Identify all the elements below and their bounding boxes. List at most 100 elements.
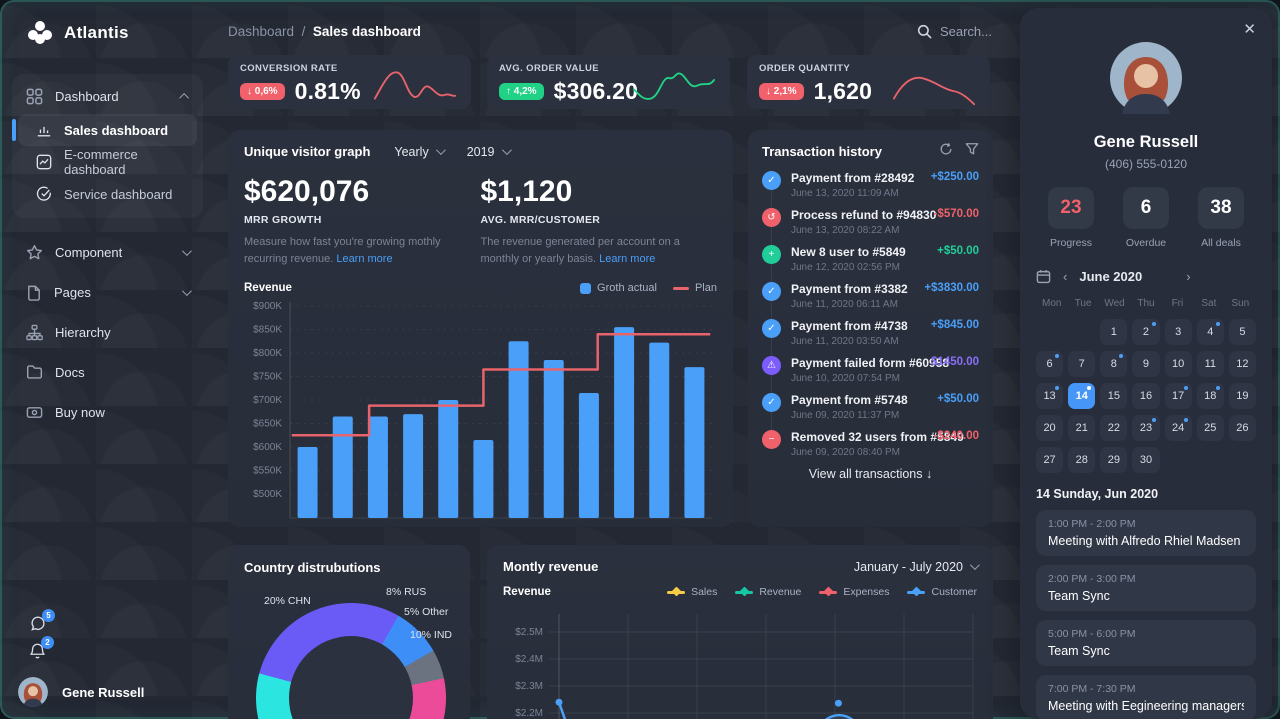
sidebar-item-service-dashboard[interactable]: Service dashboard [12,178,203,210]
current-user[interactable]: Gene Russell [0,669,215,719]
calendar-day-25[interactable]: 25 [1196,415,1224,441]
schedule-event[interactable]: 2:00 PM - 3:00 PM Team Sync [1036,565,1256,611]
bar-Jul[interactable] [508,341,529,519]
calendar-day-16[interactable]: 16 [1132,383,1160,409]
chevron-down-icon [181,285,192,296]
bar-Dec[interactable] [684,367,705,519]
calendar-day-8[interactable]: 8 [1100,351,1128,377]
line-chart-icon [36,154,52,170]
schedule-event[interactable]: 5:00 PM - 6:00 PM Team Sync [1036,620,1256,666]
calendar-day-11[interactable]: 11 [1196,351,1224,377]
calendar-day-14[interactable]: 14 [1068,383,1096,409]
transaction-date: June 12, 2020 02:56 PM [791,262,900,273]
bar-Nov[interactable] [649,342,670,519]
calendar-day-26[interactable]: 26 [1228,415,1256,441]
calendar-day-23[interactable]: 23 [1132,415,1160,441]
sidebar-item-label: E-commerce dashboard [64,147,138,177]
calendar-day-15[interactable]: 15 [1100,383,1128,409]
bar-May[interactable] [438,400,459,519]
transaction-row[interactable]: ⚠ Payment failed form #60958 June 10, 2020… [762,356,979,384]
transaction-title: Payment from #3382 [791,282,908,296]
calendar-day-9[interactable]: 9 [1132,351,1160,377]
sidebar-item-pages[interactable]: Pages [0,272,215,312]
calendar-day-27[interactable]: 27 [1036,447,1064,473]
calendar-day-19[interactable]: 19 [1228,383,1256,409]
sidebar-item-hierarchy[interactable]: Hierarchy [0,312,215,352]
schedule-event[interactable]: 7:00 PM - 7:30 PM Meeting with Eegineerin… [1036,675,1256,719]
calendar-day-3[interactable]: 3 [1164,319,1192,345]
filter-icon[interactable] [965,142,979,161]
kpi-value: 0.81% [294,78,361,104]
calendar-day-7[interactable]: 7 [1068,351,1096,377]
refresh-icon[interactable] [939,142,953,161]
bar-Aug[interactable] [543,360,564,519]
monthly-period-dropdown[interactable]: January - July 2020 [854,560,980,574]
logo[interactable]: Atlantis [0,0,215,46]
chat-button[interactable]: 5 [29,609,55,633]
sidebar-item-component[interactable]: Component [0,232,215,272]
sidebar-item-buy-now[interactable]: Buy now [0,392,215,432]
bar-Sept[interactable] [578,393,599,519]
calendar-day-24[interactable]: 24 [1164,415,1192,441]
bar-Feb[interactable] [332,416,353,519]
sidebar-item-ecommerce-dashboard[interactable]: E-commerce dashboard [12,146,203,178]
search-input[interactable]: Search... [917,24,992,39]
refund-icon: ↺ [762,208,781,227]
view-all-transactions-button[interactable]: View all transactions ↓ [808,467,933,481]
chevron-down-icon [969,560,980,571]
calendar-day-1[interactable]: 1 [1100,319,1128,345]
weekday-label: Wed [1104,298,1125,309]
sidebar-item-docs[interactable]: Docs [0,352,215,392]
page-icon [26,284,42,301]
calendar-day-29[interactable]: 29 [1100,447,1128,473]
calendar-day-22[interactable]: 22 [1100,415,1128,441]
transaction-row[interactable]: ✓ Payment from #3382 June 11, 2020 06:11 A… [762,282,979,310]
bar-Jun[interactable] [473,440,494,519]
breadcrumb-parent[interactable]: Dashboard [228,24,295,39]
notifications-button[interactable]: 2 [29,636,54,660]
calendar-day-10[interactable]: 10 [1164,351,1192,377]
grid-icon [26,88,43,105]
bar-Oct[interactable] [614,327,635,519]
calendar-day-21[interactable]: 21 [1068,415,1096,441]
calendar-day-28[interactable]: 28 [1068,447,1096,473]
transaction-row[interactable]: ↺ Process refund to #94830 June 13, 2020 0… [762,208,979,236]
sidebar-item-dashboard[interactable]: Dashboard [12,78,203,114]
close-icon[interactable]: ✕ [1243,21,1256,38]
app-title: Atlantis [64,23,129,42]
transaction-row[interactable]: − Removed 32 users from #5849 June 09, 202… [762,430,979,458]
transaction-row[interactable]: ✓ Payment from #4738 June 11, 2020 03:50 A… [762,319,979,347]
calendar-day-13[interactable]: 13 [1036,383,1064,409]
transaction-row[interactable]: + New 8 user to #5849 June 12, 2020 02:56 … [762,245,979,273]
calendar-blank-cell [1229,447,1256,473]
calendar-day-2[interactable]: 2 [1132,319,1160,345]
calendar-day-5[interactable]: 5 [1228,319,1256,345]
svg-text:$700K: $700K [253,395,282,406]
calendar-next-button[interactable]: › [1186,269,1191,284]
y-axis-title: Revenue [244,282,292,295]
sidebar-item-label: Component [55,244,123,260]
calendar-day-12[interactable]: 12 [1228,351,1256,377]
bar-Jan[interactable] [297,447,318,519]
sidebar-item-sales-dashboard[interactable]: Sales dashboard [12,114,197,146]
schedule-event[interactable]: 1:00 PM - 2:00 PM Meeting with Alfredo Rh… [1036,510,1256,556]
calendar-prev-button[interactable]: ‹ [1063,269,1068,284]
event-title: Meeting with Alfredo Rhiel Madsen [1048,534,1241,548]
year-dropdown[interactable]: 2019 [467,145,512,159]
kpi-trend-badge: ↑ 4,2% [499,83,544,100]
calendar-day-30[interactable]: 30 [1132,447,1160,473]
bar-Mar[interactable] [367,416,388,519]
weekday-label: Sat [1201,298,1217,309]
learn-more-link[interactable]: Learn more [336,253,393,266]
transaction-row[interactable]: ✓ Payment from #28492 June 13, 2020 11:09 … [762,171,979,199]
learn-more-link[interactable]: Learn more [599,253,656,266]
calendar-day-17[interactable]: 17 [1164,383,1192,409]
transaction-amount: $1450.00 [931,356,979,368]
transaction-row[interactable]: ✓ Payment from #5748 June 09, 2020 11:37 P… [762,393,979,421]
calendar-day-6[interactable]: 6 [1036,351,1064,377]
calendar-day-18[interactable]: 18 [1196,383,1224,409]
calendar-day-4[interactable]: 4 [1196,319,1224,345]
calendar-day-20[interactable]: 20 [1036,415,1064,441]
bar-Apr[interactable] [403,414,424,519]
period-dropdown[interactable]: Yearly [394,145,446,159]
